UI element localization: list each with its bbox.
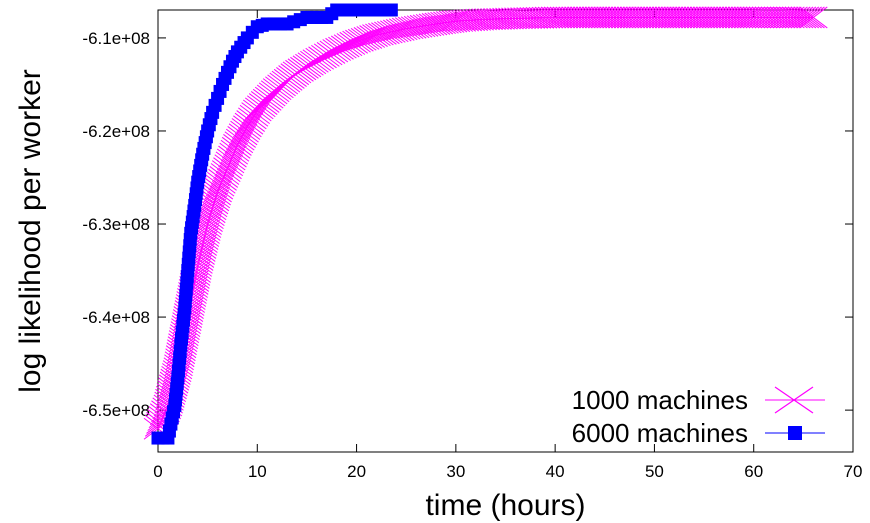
legend-entry: 1000 machines bbox=[572, 385, 825, 415]
y-axis-title: log likelihood per worker bbox=[14, 69, 47, 393]
x-tick-label: 0 bbox=[153, 462, 162, 481]
series-1 bbox=[144, 7, 827, 439]
x-axis-title: time (hours) bbox=[425, 489, 585, 522]
y-tick-label: -6.2e+08 bbox=[82, 122, 150, 141]
y-tick-label: -6.1e+08 bbox=[82, 29, 150, 48]
x-tick-label: 10 bbox=[248, 462, 267, 481]
x-tick-label: 30 bbox=[446, 462, 465, 481]
legend: 1000 machines6000 machines bbox=[572, 385, 825, 448]
x-tick-label: 20 bbox=[347, 462, 366, 481]
legend-label: 1000 machines bbox=[572, 385, 748, 415]
series-layer bbox=[144, 4, 827, 445]
x-tick-label: 70 bbox=[844, 462, 863, 481]
data-point bbox=[385, 4, 398, 17]
legend-entry: 6000 machines bbox=[572, 418, 825, 448]
plot-frame bbox=[158, 10, 853, 452]
x-tick-label: 40 bbox=[546, 462, 565, 481]
y-tick-label: -6.3e+08 bbox=[82, 215, 150, 234]
y-tick-label: -6.5e+08 bbox=[82, 401, 150, 420]
legend-marker bbox=[788, 426, 802, 440]
x-tick-label: 60 bbox=[744, 462, 763, 481]
legend-label: 6000 machines bbox=[572, 418, 748, 448]
series-line bbox=[158, 17, 813, 428]
y-tick-label: -6.4e+08 bbox=[82, 308, 150, 327]
x-tick-label: 50 bbox=[645, 462, 664, 481]
